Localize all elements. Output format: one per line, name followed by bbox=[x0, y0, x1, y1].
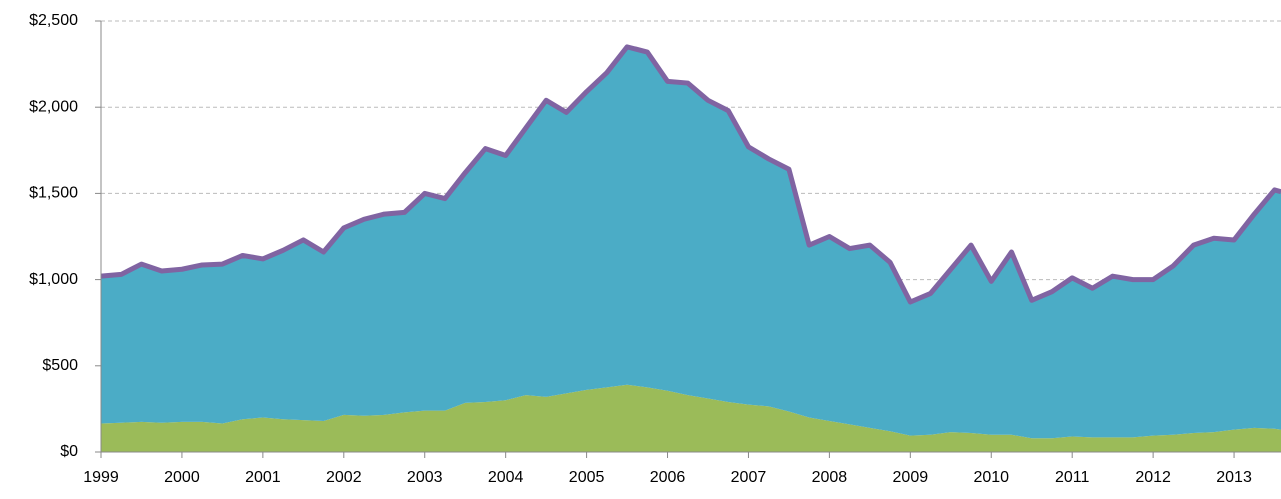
y-tick-label: $2,000 bbox=[29, 98, 78, 115]
y-tick-label: $2,500 bbox=[29, 12, 78, 29]
x-tick-label: 2006 bbox=[650, 469, 686, 486]
y-tick-label: $500 bbox=[42, 357, 78, 374]
y-tick-label: $1,000 bbox=[29, 271, 78, 288]
x-tick-label: 2002 bbox=[326, 469, 362, 486]
x-tick-label: 1999 bbox=[83, 469, 119, 486]
x-tick-label: 2011 bbox=[1055, 469, 1090, 486]
y-tick-label: $1,500 bbox=[29, 185, 78, 202]
x-tick-label: 2005 bbox=[569, 469, 605, 486]
x-tick-label: 2003 bbox=[407, 469, 443, 486]
x-tick-label: 2007 bbox=[731, 469, 767, 486]
x-tick-label: 2010 bbox=[973, 469, 1009, 486]
area bbox=[101, 46, 1281, 439]
total-line bbox=[100, 44, 1281, 305]
y-tick-label: $0 bbox=[60, 443, 78, 460]
x-tick-label: 2004 bbox=[488, 469, 524, 486]
x-tick-label: 2008 bbox=[812, 469, 848, 486]
x-tick-label: 2009 bbox=[893, 469, 929, 486]
x-tick-label: 2000 bbox=[164, 469, 200, 486]
area bbox=[101, 384, 1281, 452]
x-tick-label: 2001 bbox=[245, 469, 281, 486]
x-tick-label: 2013 bbox=[1216, 469, 1252, 486]
x-tick-label: 2012 bbox=[1135, 469, 1171, 486]
